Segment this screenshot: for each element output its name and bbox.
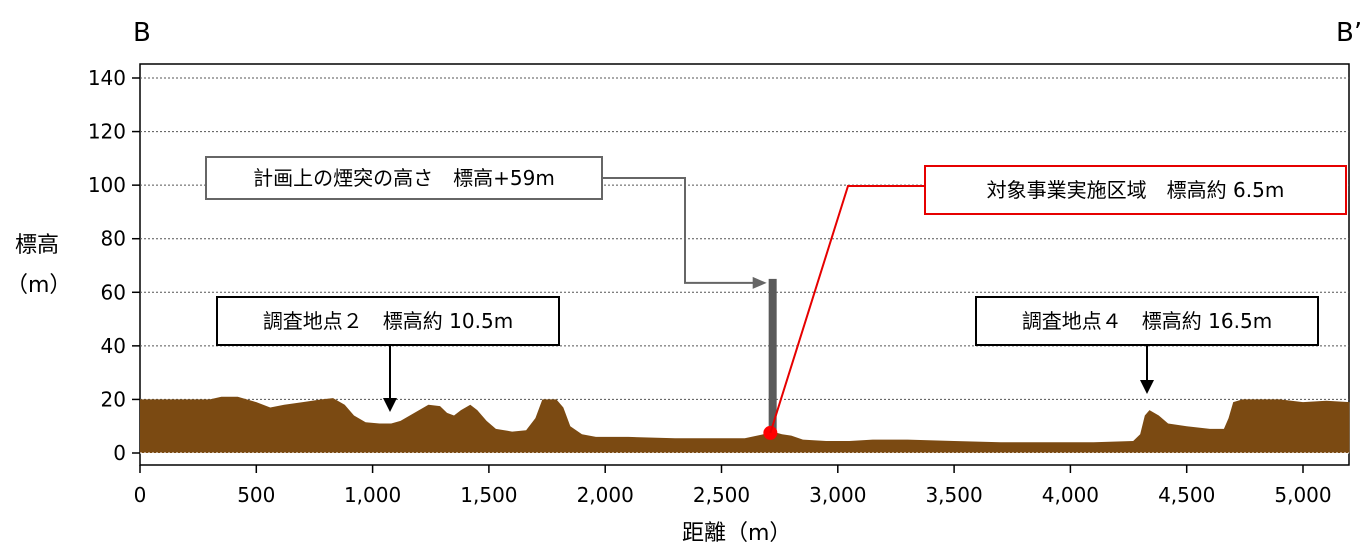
corner-label-right: B’ — [1336, 18, 1362, 48]
x-tick-label: 5,000 — [1274, 483, 1331, 507]
annotation-box-point2 — [216, 296, 560, 346]
y-tick-label: 60 — [101, 280, 126, 304]
y-tick-label: 140 — [88, 66, 126, 90]
x-tick-label: 1,000 — [344, 483, 401, 507]
x-tick-label: 3,000 — [809, 483, 866, 507]
terrain-area — [140, 396, 1350, 453]
x-axis-label: 距離（m） — [682, 521, 791, 546]
x-tick-label: 2,500 — [693, 483, 750, 507]
x-tick-label: 3,500 — [925, 483, 982, 507]
site-leader-line — [769, 185, 925, 434]
x-tick-label: 0 — [134, 483, 147, 507]
annotation-box-point4 — [975, 296, 1319, 346]
y-tick-label: 0 — [113, 441, 126, 465]
annotation-layer: 計画上の煙突の高さ 標高+59m 対象事業実施区域 標高約 6.5m 調査地点２ 標… — [205, 156, 1347, 440]
y-axis-label: 標高 — [15, 233, 59, 258]
axis-layer: 0 20 40 60 80 100 120 140 0 500 1,000 1,500 2,000 2,5… — [88, 66, 1332, 507]
grid-layer — [140, 77, 1349, 454]
y-tick-label: 120 — [88, 120, 126, 144]
x-tick-label: 500 — [237, 483, 275, 507]
y-tick-label: 40 — [101, 334, 126, 358]
x-tick-label: 1,500 — [460, 483, 517, 507]
x-tick-label: 4,500 — [1158, 483, 1215, 507]
x-tick-label: 4,000 — [1042, 483, 1099, 507]
y-tick-label: 80 — [101, 227, 126, 251]
x-tick-label: 2,000 — [577, 483, 634, 507]
annotation-box-chimney — [205, 156, 603, 200]
plot-area — [139, 63, 1350, 466]
arrowhead-point2 — [383, 398, 397, 412]
annotation-label-site: 対象事業実施区域 標高約 6.5m — [987, 178, 1285, 202]
terrain-layer — [140, 396, 1350, 454]
annotation-box-site — [924, 165, 1347, 215]
chimney-arrowhead — [752, 276, 767, 289]
y-tick-label: 20 — [101, 387, 126, 411]
chimney-leader-line — [602, 177, 755, 284]
annotation-label-chimney: 計画上の煙突の高さ 標高+59m — [253, 166, 555, 190]
corner-label-left: B — [133, 18, 151, 48]
annotation-label-point2: 調査地点２ 標高約 10.5m — [263, 309, 513, 333]
y-tick-label: 100 — [88, 173, 126, 197]
arrowhead-point4 — [1140, 380, 1154, 394]
annotation-label-point4: 調査地点４ 標高約 16.5m — [1022, 309, 1272, 333]
y-axis-unit: （m） — [6, 273, 71, 298]
chimney-bar — [768, 278, 777, 432]
